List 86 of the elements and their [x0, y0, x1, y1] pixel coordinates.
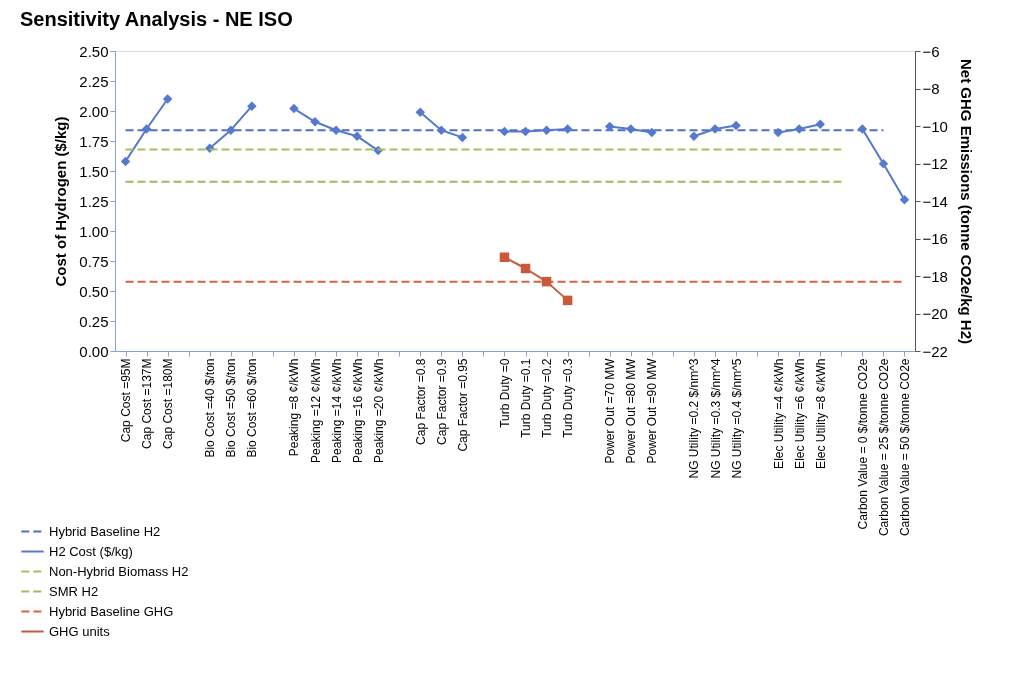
point	[562, 295, 573, 306]
x-tick-label: Power Out =80 MW	[624, 357, 639, 464]
point	[689, 131, 699, 141]
point	[815, 119, 826, 129]
point	[415, 107, 426, 117]
point	[604, 121, 615, 132]
x-tick-label: Carbon Value = 25 $/tonne CO2e	[876, 358, 891, 537]
y-tick-label: 1.25	[79, 192, 109, 210]
x-tick-label: Carbon Value = 0 $/tonne CO2e	[855, 358, 870, 530]
point	[731, 120, 741, 131]
y2-tick-label: −22	[922, 342, 948, 360]
x-tick-label: Cap Factor =0.9	[434, 358, 449, 445]
y2-tick-label: −18	[922, 267, 948, 285]
point	[436, 125, 447, 135]
x-tick-label: Bio Cost =40 $/ton	[203, 358, 218, 458]
x-tick-label: Cap Cost =95M	[119, 358, 134, 443]
x-tick-label: Turb Duty =0.1	[519, 358, 534, 438]
point	[226, 125, 236, 135]
x-tick-label: Turb Duty =0.3	[561, 358, 576, 438]
x-tick-label: Elec Utility =6 ¢/kWh	[792, 358, 807, 469]
x-tick-label: Peaking =20 ¢/kWh	[371, 358, 386, 463]
y2-tick-label: −20	[922, 305, 948, 322]
x-tick-label: Cap Factor =0.95	[455, 358, 470, 452]
x-tick-label: NG Utility =0.3 $/nm^4	[708, 358, 723, 479]
y-tick-label: 0.75	[79, 252, 109, 270]
y2-axis-title: Net GHG Emissions (tonne CO2e/kg H2)	[957, 58, 975, 345]
x-tick-label: Cap Cost =180M	[161, 358, 176, 449]
y-tick-label: 0.50	[79, 282, 109, 300]
x-tick-label: Cap Cost =137M	[140, 358, 155, 449]
x-tick-label: Elec Utility =8 ¢/kWh	[813, 358, 828, 469]
y-axis-title: Cost of Hydrogen ($/kg)	[52, 116, 70, 287]
point	[562, 124, 573, 134]
point	[520, 263, 531, 274]
y-tick-label: 1.75	[79, 132, 109, 150]
x-tick-label: Bio Cost =60 $/ton	[245, 358, 260, 458]
y-tick-label: 0.00	[79, 342, 109, 360]
x-tick-label: Carbon Value = 50 $/tonne CO2e	[897, 358, 912, 537]
y2-tick-label: −8	[922, 80, 940, 97]
y-tick-label: 0.25	[79, 312, 109, 330]
x-tick-label: Elec Utility =4 ¢/kWh	[771, 358, 786, 469]
point	[520, 126, 531, 137]
x-tick-label: Peaking =14 ¢/kWh	[329, 358, 344, 463]
point	[647, 127, 657, 138]
chart-title: Sensitivity Analysis - NE ISO	[20, 8, 293, 30]
x-tick-label: NG Utility =0.4 $/nm^5	[729, 358, 744, 479]
point	[162, 94, 173, 104]
x-tick-label: NG Utility =0.2 $/nm^3	[687, 358, 702, 479]
legend-label: SMR H2	[49, 583, 99, 599]
legend-label: GHG units	[49, 623, 111, 639]
point	[457, 132, 468, 143]
y2-tick-label: −14	[922, 192, 948, 210]
x-tick-label: Peaking =12 ¢/kWh	[308, 358, 323, 463]
point	[541, 125, 552, 135]
legend-label: Hybrid Baseline GHG	[49, 603, 174, 619]
y2-tick-label: −6	[922, 42, 940, 60]
y-tick-label: 2.00	[79, 102, 109, 120]
x-tick-label: Turb Duty =0.2	[540, 358, 555, 438]
x-tick-label: Power Out =90 MW	[645, 357, 660, 464]
legend-label: Non-Hybrid Biomass H2	[49, 563, 189, 579]
point	[289, 103, 299, 114]
point	[899, 195, 910, 205]
y2-tick-label: −16	[922, 230, 948, 247]
point	[878, 159, 889, 169]
point	[352, 131, 362, 141]
y-tick-label: 2.50	[79, 42, 109, 60]
y2-tick-label: −12	[922, 155, 948, 172]
y-tick-label: 1.50	[79, 162, 109, 180]
x-tick-label: Cap Factor =0.8	[413, 358, 428, 445]
point	[141, 124, 152, 134]
y2-tick-label: −10	[922, 117, 948, 135]
x-tick-label: Bio Cost =50 $/ton	[224, 358, 239, 458]
point	[499, 252, 510, 262]
x-tick-label: Power Out =70 MW	[603, 357, 618, 464]
point	[247, 101, 257, 111]
point	[857, 124, 868, 134]
point	[120, 156, 131, 167]
y-tick-label: 1.00	[79, 222, 109, 240]
legend-label: H2 Cost ($/kg)	[49, 543, 133, 559]
x-tick-label: Peaking =8 ¢/kWh	[287, 358, 302, 457]
point	[541, 276, 552, 287]
point	[773, 127, 783, 138]
x-tick-label: Peaking =16 ¢/kWh	[350, 358, 365, 463]
point	[499, 126, 510, 137]
y-tick-label: 2.25	[79, 72, 109, 90]
x-tick-label: Turb Duty =0	[497, 358, 512, 428]
legend-label: Hybrid Baseline H2	[49, 523, 161, 539]
